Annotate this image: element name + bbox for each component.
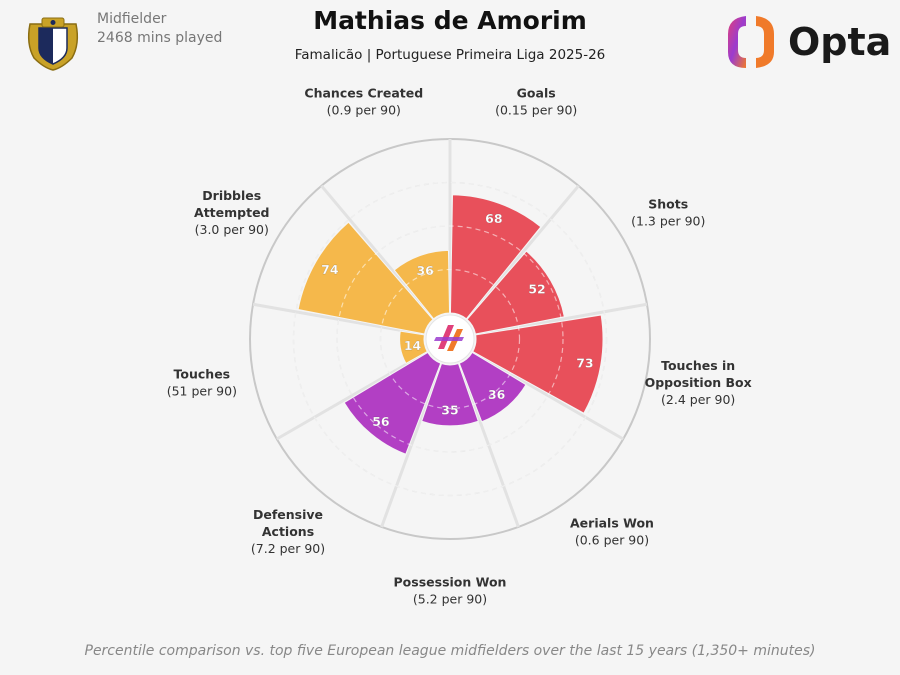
category-per90-label: (51 per 90) (167, 383, 237, 398)
category-per90-label: (0.15 per 90) (495, 103, 577, 118)
percentile-value-label: 56 (372, 414, 390, 429)
radar-grid-ring-overlay (292, 181, 608, 497)
category-per90-label: (7.2 per 90) (251, 541, 325, 556)
radar-wedge-goals (449, 194, 542, 320)
footnote: Percentile comparison vs. top five Europ… (84, 643, 816, 659)
category-name-label: Dribbles (202, 188, 261, 203)
radar-wedge-touches (399, 330, 428, 365)
category-name-label: Aerials Won (570, 516, 654, 531)
category-name-label: Possession Won (394, 575, 507, 590)
category-per90-label: (3.0 per 90) (195, 222, 269, 237)
radar-grid-ring-overlay (336, 225, 564, 453)
radar-wedge-aerials-won (458, 351, 527, 423)
opta-logo-icon (728, 16, 774, 68)
player-name: Mathias de Amorim (313, 6, 587, 35)
category-name-label: Attempted (194, 205, 269, 220)
club-crest-icon (27, 17, 79, 71)
radar-grid-ring-overlay (379, 268, 521, 410)
radar-spoke (252, 302, 425, 336)
category-per90-label: (0.9 per 90) (327, 103, 401, 118)
brand-name: Opta (788, 20, 892, 64)
radar-wedge-possession-won (421, 362, 479, 427)
category-name-label: Goals (517, 86, 556, 101)
radar-spoke (475, 302, 648, 336)
player-position: Midfielder (97, 11, 167, 27)
percentile-value-label: 74 (321, 262, 339, 277)
radar-spoke (276, 350, 429, 441)
radar-wedge-chances-created (393, 249, 451, 320)
percentile-value-label: 36 (416, 263, 434, 278)
category-name-label: Opposition Box (645, 375, 752, 390)
radar-spoke (465, 184, 580, 321)
category-per90-label: (0.6 per 90) (575, 533, 649, 548)
category-name-label: Touches in (661, 358, 735, 373)
radar-wedge-dribbles-attempted (297, 221, 434, 335)
player-meta: Midfielder 2468 mins played (97, 10, 222, 48)
radar-spoke (471, 350, 624, 441)
opta-brand: Opta (726, 12, 891, 74)
percentile-value-label: 36 (488, 387, 506, 402)
category-per90-label: (1.3 per 90) (631, 214, 705, 229)
percentile-value-label: 35 (441, 402, 458, 417)
category-name-label: Defensive (253, 507, 323, 522)
radar-wedge-shots (466, 250, 565, 335)
percentile-value-label: 73 (576, 355, 593, 370)
percentile-value-label: 68 (485, 211, 502, 226)
category-per90-label: (5.2 per 90) (413, 592, 487, 607)
radar-wedge-touches-in-opposition-box (472, 314, 604, 414)
percentile-value-label: 14 (404, 338, 422, 353)
minutes-played: 2468 mins played (97, 30, 223, 46)
subtitle: Famalicão | Portuguese Primeira Liga 202… (294, 47, 606, 63)
radar-wedge-defensive-actions (343, 351, 442, 455)
percentile-value-label: 52 (528, 281, 545, 296)
category-name-label: Touches (174, 366, 231, 381)
category-name-label: Chances Created (304, 86, 423, 101)
category-per90-label: (2.4 per 90) (661, 392, 735, 407)
category-name-label: Shots (648, 197, 688, 212)
center-logo-icon (434, 337, 464, 341)
category-name-label: Actions (262, 524, 314, 539)
